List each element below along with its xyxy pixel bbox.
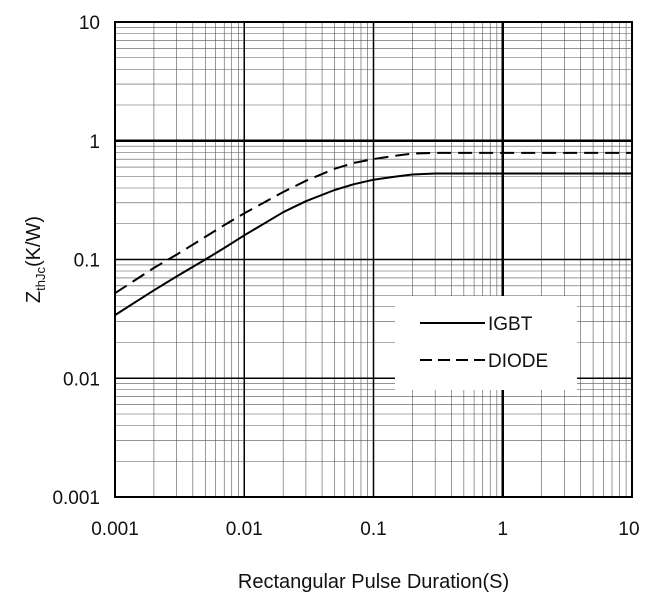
series-line-igbt bbox=[114, 172, 632, 316]
y-axis-title-base: Z bbox=[23, 291, 45, 303]
y-tick-label: 0.01 bbox=[63, 369, 100, 390]
x-tick-labels: 0.001 0.01 0.1 1 10 bbox=[91, 519, 639, 540]
y-tick-label: 1 bbox=[89, 132, 100, 153]
y-axis-title: ZthJc(K/W) bbox=[23, 216, 48, 303]
series-line-diode bbox=[114, 151, 632, 295]
y-tick-label: 10 bbox=[79, 13, 100, 34]
y-tick-label: 0.001 bbox=[52, 488, 100, 509]
legend-box bbox=[395, 296, 577, 390]
x-tick-label: 1 bbox=[497, 519, 508, 540]
y-tick-label: 0.1 bbox=[74, 251, 100, 272]
plot-frame bbox=[114, 21, 633, 498]
y-axis-title-sub: thJc bbox=[33, 267, 48, 291]
y-tick-labels: 0.001 0.01 0.1 1 10 bbox=[52, 13, 100, 509]
legend: IGBT DIODE bbox=[395, 296, 577, 390]
legend-label-diode: DIODE bbox=[488, 351, 548, 372]
x-axis-title: Rectangular Pulse Duration(S) bbox=[238, 571, 509, 593]
x-tick-label: 0.1 bbox=[360, 519, 386, 540]
y-axis-title-rest: (K/W) bbox=[23, 216, 45, 267]
x-tick-label: 0.01 bbox=[226, 519, 263, 540]
x-tick-label: 10 bbox=[618, 519, 639, 540]
x-tick-label: 0.001 bbox=[91, 519, 139, 540]
legend-label-igbt: IGBT bbox=[488, 314, 533, 335]
series-layer bbox=[114, 151, 632, 316]
